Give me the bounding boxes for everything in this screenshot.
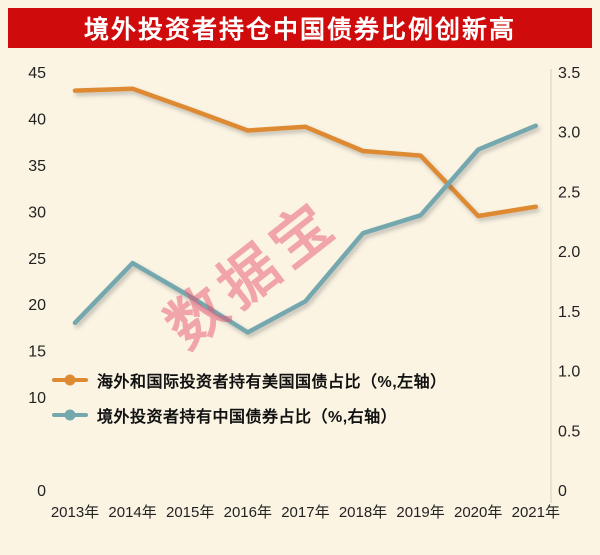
- right-axis-tick: 0: [558, 483, 567, 500]
- legend-line-dot-icon-cn: [52, 409, 88, 421]
- right-axis-tick: 0.5: [558, 423, 580, 440]
- left-axis-tick: 10: [28, 390, 46, 407]
- right-axis-tick: 1.0: [558, 364, 580, 381]
- chart-legend: 海外和国际投资者持有美国国债占比（%,左轴） 境外投资者持有中国债券占比（%,右…: [52, 368, 447, 427]
- left-axis-tick: 40: [28, 111, 46, 128]
- legend-item-cn-bond: 境外投资者持有中国债券占比（%,右轴）: [52, 403, 447, 427]
- left-axis-tick: 35: [28, 158, 46, 175]
- series-line-cn-bond: [72, 123, 539, 335]
- chart-title: 境外投资者持仓中国债券比例创新高: [83, 16, 516, 44]
- legend-label-us-treasury: 海外和国际投资者持有美国国债占比（%,左轴）: [97, 374, 447, 391]
- right-axis-tick: 3.5: [558, 65, 580, 82]
- x-axis-label: 2021年: [512, 504, 560, 521]
- series-line-us-treasury: [72, 86, 539, 219]
- x-axis-label: 2015年: [166, 504, 214, 521]
- legend-item-us-treasury: 海外和国际投资者持有美国国债占比（%,左轴）: [52, 368, 447, 392]
- line-chart: 454035302520151003.53.02.52.01.51.00.502…: [28, 65, 580, 521]
- x-axis-label: 2019年: [396, 504, 444, 521]
- x-axis-label: 2018年: [339, 504, 387, 521]
- left-axis-tick: 15: [28, 344, 46, 361]
- right-axis-tick: 2.0: [558, 244, 580, 261]
- x-axis-label: 2017年: [281, 504, 329, 521]
- x-axis-label: 2016年: [224, 504, 272, 521]
- right-axis-tick: 2.5: [558, 184, 580, 201]
- left-axis-tick: 45: [28, 65, 46, 82]
- legend-dot-icon-cn: [64, 409, 76, 421]
- legend-line-dot-icon-us: [52, 374, 88, 386]
- left-axis-tick: 0: [37, 483, 46, 500]
- left-axis-tick: 30: [28, 204, 46, 221]
- left-axis-tick: 25: [28, 251, 46, 268]
- x-axis-label: 2013年: [51, 504, 99, 521]
- x-axis-label: 2020年: [454, 504, 502, 521]
- right-axis-tick: 1.5: [558, 304, 580, 321]
- legend-dot-icon-us: [64, 374, 76, 386]
- x-axis-label: 2014年: [108, 504, 156, 521]
- left-axis-tick: 20: [28, 297, 46, 314]
- chart-title-bar: 境外投资者持仓中国债券比例创新高: [8, 8, 592, 48]
- legend-label-cn-bond: 境外投资者持有中国债券占比（%,右轴）: [97, 409, 398, 426]
- right-axis-tick: 3.0: [558, 125, 580, 142]
